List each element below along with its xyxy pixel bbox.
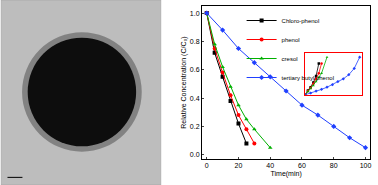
svg-text:80: 80 <box>330 162 338 169</box>
svg-text:100: 100 <box>360 162 372 169</box>
svg-text:Chloro-phenol: Chloro-phenol <box>282 18 320 24</box>
svg-text:phenol: phenol <box>282 37 300 43</box>
svg-text:Relative Concentration (C/C₀): Relative Concentration (C/C₀) <box>180 36 188 128</box>
svg-text:60: 60 <box>298 162 306 169</box>
svg-text:0.6: 0.6 <box>190 66 200 73</box>
svg-text:20: 20 <box>235 162 243 169</box>
svg-text:0.0: 0.0 <box>190 151 200 158</box>
svg-text:40: 40 <box>266 162 274 169</box>
svg-text:Time(min): Time(min) <box>270 170 301 178</box>
svg-text:tertiary butyl phenol: tertiary butyl phenol <box>282 75 334 81</box>
svg-text:0.4: 0.4 <box>190 95 200 102</box>
svg-text:cresol: cresol <box>282 56 298 62</box>
svg-text:1.0: 1.0 <box>190 10 200 17</box>
svg-text:0: 0 <box>205 162 209 169</box>
svg-text:0.8: 0.8 <box>190 38 200 45</box>
svg-text:0.2: 0.2 <box>190 123 200 130</box>
